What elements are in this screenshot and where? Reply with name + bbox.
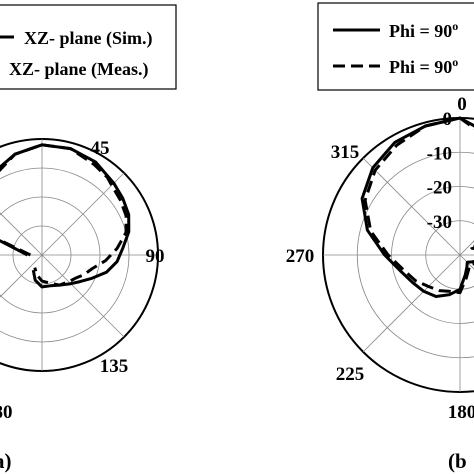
grid-spoke-a-315 — [0, 212, 43, 256]
angle-tick-label-a-90: 90 — [146, 246, 165, 267]
panel-label-a: a) — [0, 449, 12, 473]
grid-spoke-a-135 — [41, 254, 125, 338]
polar-grid-a — [0, 138, 159, 372]
angle-tick-label-a-180: 80 — [0, 402, 13, 423]
radial-ticks-b: 0 -10 -20 -30 — [427, 109, 452, 233]
grid-spoke-a-45 — [41, 172, 125, 256]
series-line-a-2 — [0, 143, 128, 287]
angle-tick-label-b-0: 0 — [457, 94, 467, 115]
legend-b: Phi = 90o Phi = 90o — [317, 2, 474, 91]
angle-tick-label-b-315: 315 — [331, 142, 360, 163]
angle-tick-label-b-270: 270 — [286, 246, 315, 267]
radial-tick-label-b-3: -30 — [427, 212, 452, 233]
radial-tick-label-b-1: -10 — [427, 143, 452, 164]
legend-a-box — [0, 4, 177, 90]
grid-spoke-b-315 — [362, 157, 461, 256]
legend-b-entry-1-label: Phi = 90o — [389, 19, 458, 41]
polar-chart-b: 0 315 270 225 180 0 -10 -20 -30 (b — [286, 94, 474, 473]
angle-ticks-a: 45 90 135 80 — [0, 138, 165, 423]
angle-tick-label-a-135: 135 — [100, 356, 129, 377]
legend-b-box — [317, 2, 474, 91]
series-group-a — [0, 143, 131, 289]
series-line-b-1 — [360, 116, 474, 298]
legend-a-entry-1-label: XZ- plane (Sim.) — [24, 28, 153, 49]
legend-a-entry-2-label: XZ- plane (Meas.) — [9, 59, 148, 80]
series-line-a-1 — [0, 143, 131, 289]
polar-chart-a: 45 90 135 80 a) — [0, 138, 165, 473]
grid-spoke-b-225 — [362, 254, 461, 353]
legend-a: XZ- plane (Sim.) XZ- plane (Meas.) — [0, 4, 177, 90]
series-line-b-2 — [363, 116, 474, 295]
radial-tick-label-b-2: -20 — [427, 178, 452, 199]
legend-b-entry-2-label: Phi = 90o — [389, 55, 458, 77]
angle-tick-label-b-225: 225 — [336, 364, 365, 385]
grid-spoke-b-45 — [459, 240, 474, 256]
angle-ticks-b: 0 315 270 225 180 — [286, 94, 474, 423]
angle-tick-label-a-45: 45 — [91, 138, 110, 159]
angle-tick-label-b-180: 180 — [448, 402, 474, 423]
panel-label-b: (b — [448, 449, 467, 473]
radial-tick-label-b-0: 0 — [443, 109, 453, 130]
series-group-b — [360, 116, 474, 298]
grid-spoke-a-225 — [0, 254, 43, 298]
